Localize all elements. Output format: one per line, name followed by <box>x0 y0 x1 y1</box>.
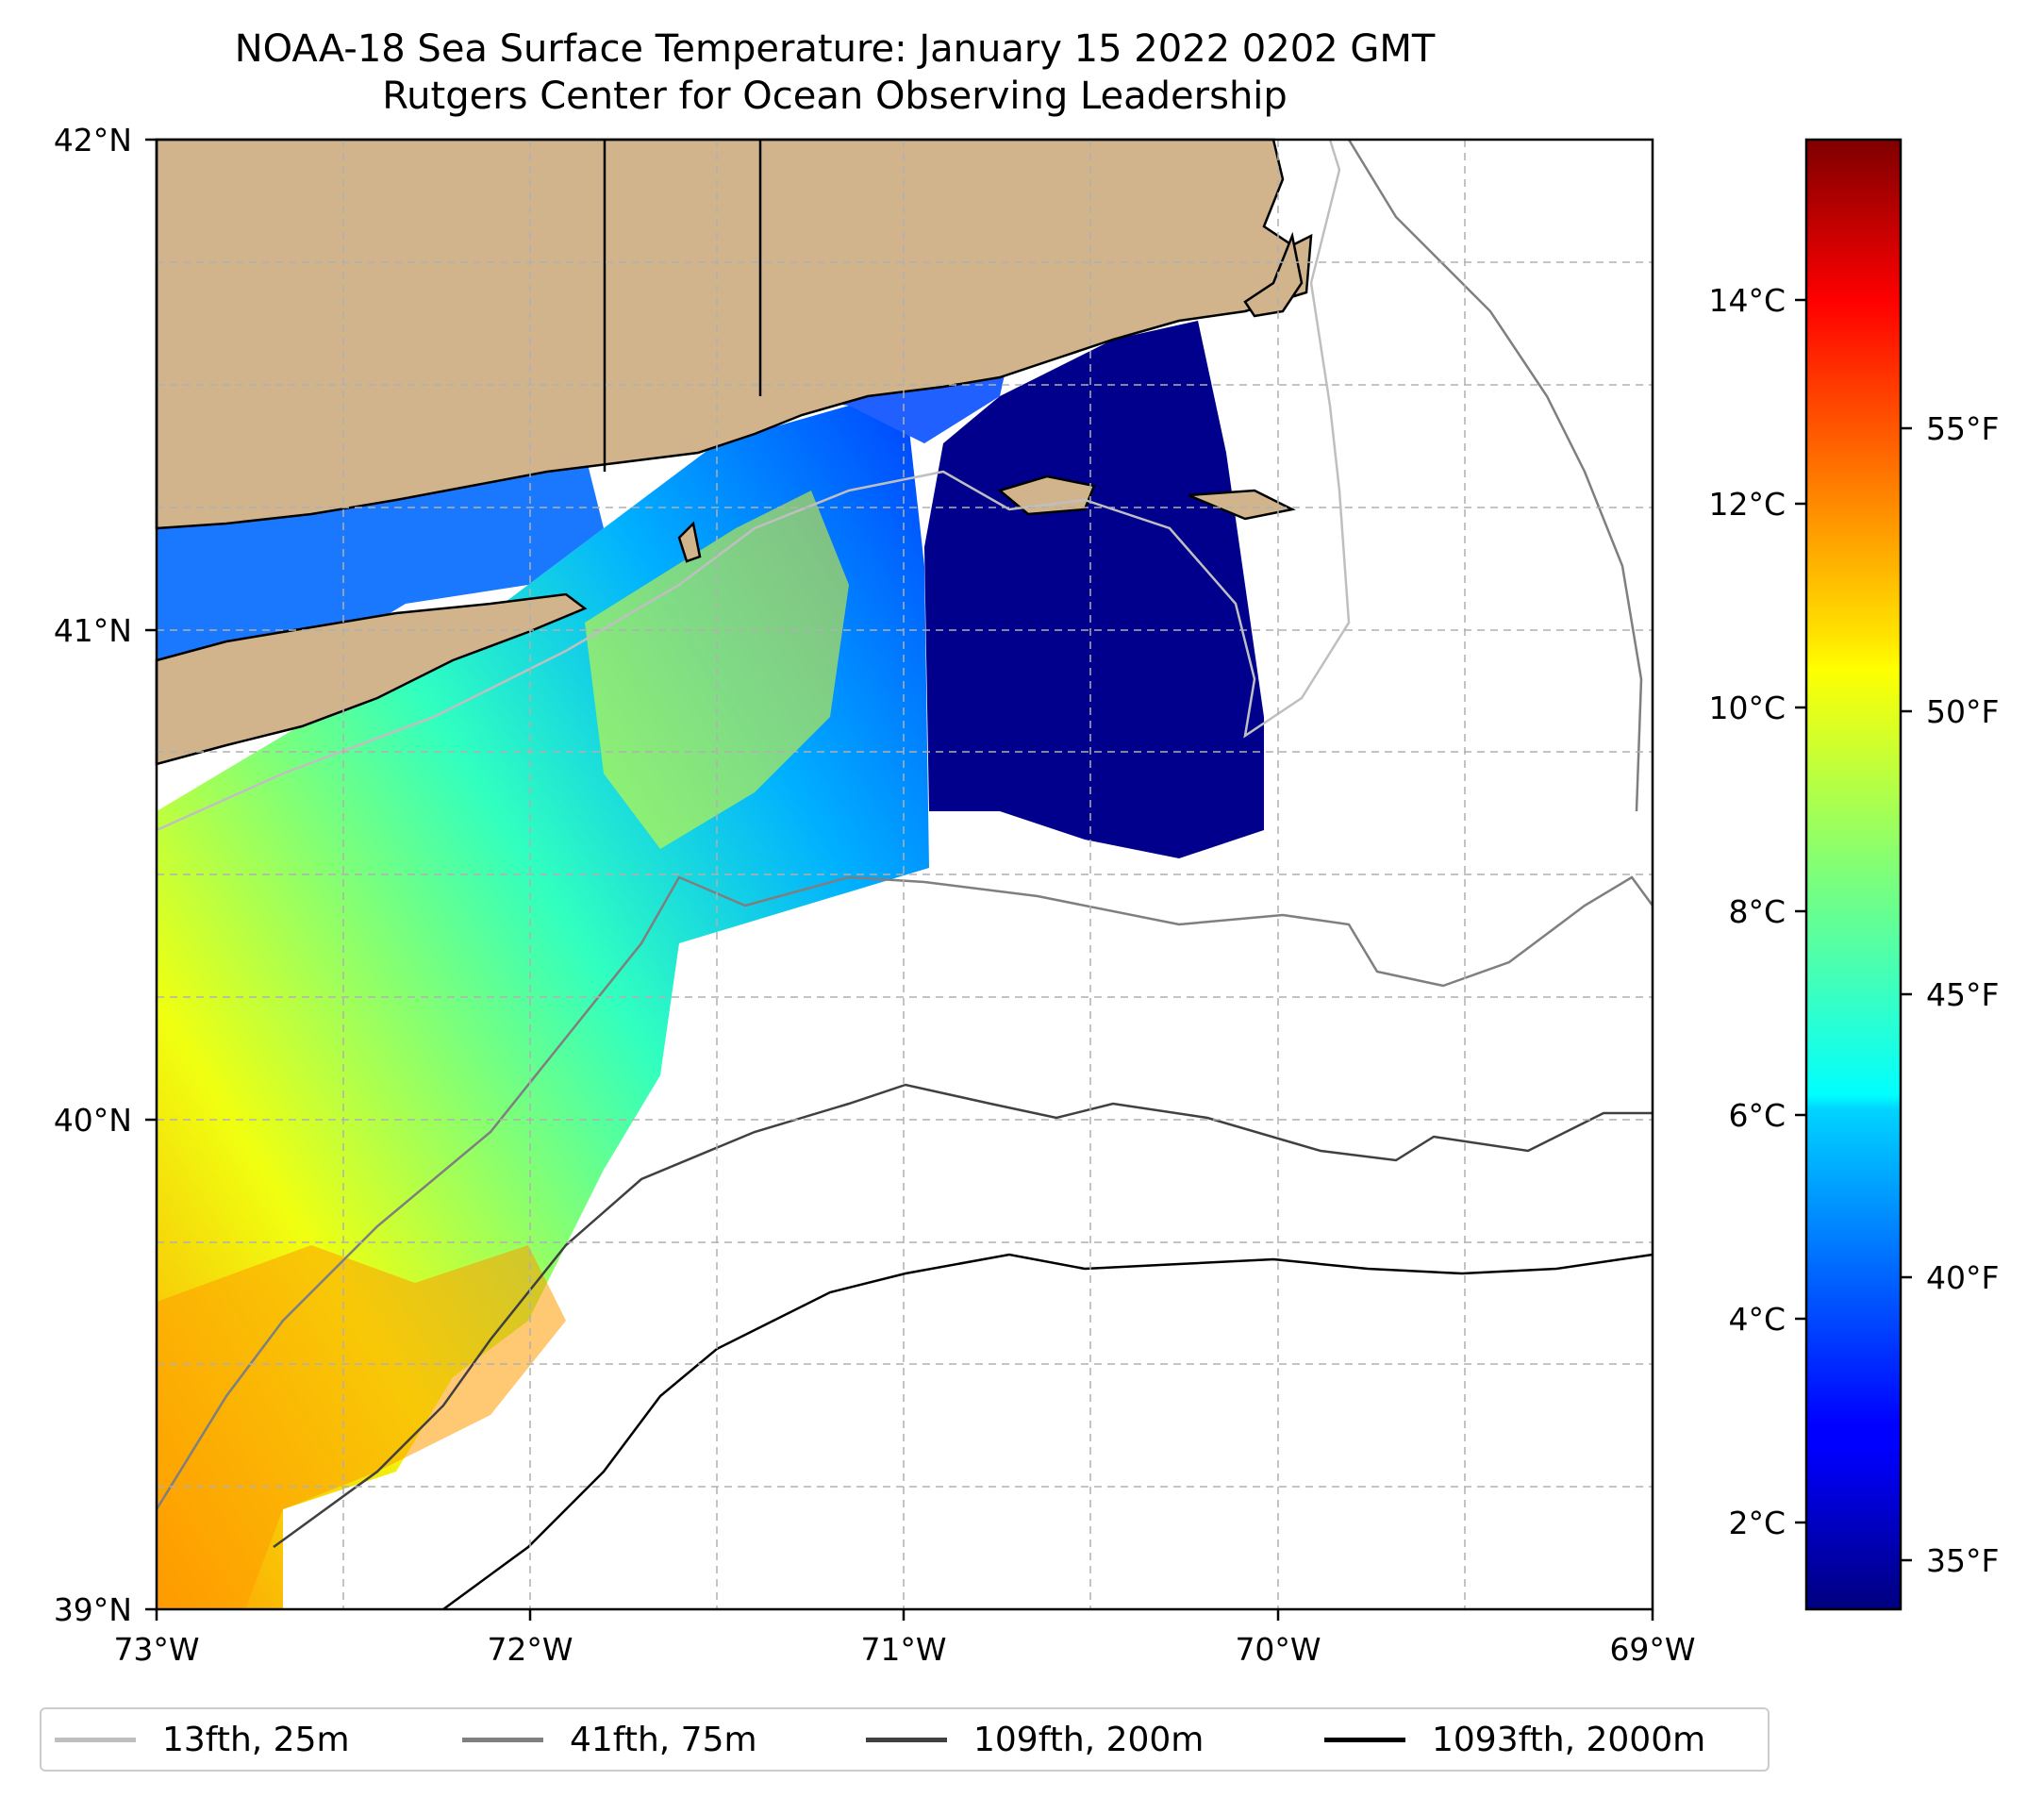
celsius-tick-label: 4°C <box>1728 1301 1786 1338</box>
contour-75m-east <box>1347 139 1643 812</box>
lon-tick-label: 71°W <box>860 1631 946 1668</box>
lat-tick-label: 39°N <box>54 1591 132 1628</box>
legend-label: 13fth, 25m <box>162 1720 350 1759</box>
lon-tick-label: 70°W <box>1235 1631 1321 1668</box>
legend-item: 13fth, 25m <box>55 1709 350 1770</box>
legend-line-75m <box>462 1737 543 1742</box>
lat-tick-label: 40°N <box>54 1102 132 1139</box>
fahrenheit-tick-label: 40°F <box>1926 1259 1999 1296</box>
map-subtitle: Rutgers Center for Ocean Observing Leade… <box>382 75 1288 118</box>
colorbar: 2°C 4°C 6°C 8°C 10°C 12°C 14°C 35°F 40°F… <box>1708 138 1999 1611</box>
legend-label: 109fth, 200m <box>973 1720 1205 1759</box>
state-boundaries <box>603 140 762 472</box>
lat-tick-label: 42°N <box>54 122 132 158</box>
gridlines <box>157 140 1653 1609</box>
fahrenheit-tick-label: 45°F <box>1926 976 1999 1013</box>
contour-75m <box>155 875 1654 1510</box>
legend-line-200m <box>866 1737 947 1742</box>
legend-item: 109fth, 200m <box>866 1709 1204 1770</box>
legend-item: 41fth, 75m <box>462 1709 757 1770</box>
nantucket <box>1188 489 1296 521</box>
land-masses <box>155 138 1313 766</box>
celsius-tick-label: 2°C <box>1728 1505 1786 1541</box>
bathymetry-contours <box>155 139 1654 1611</box>
contour-2000m <box>442 1253 1653 1611</box>
sst-orange-patch <box>157 1245 566 1609</box>
lon-tick-label: 72°W <box>487 1631 573 1668</box>
depth-legend: 13fth, 25m 41fth, 75m 109fth, 200m 1093f… <box>40 1707 1770 1772</box>
legend-line-2000m <box>1324 1737 1405 1742</box>
contour-25m <box>156 139 1351 832</box>
fahrenheit-tick-label: 50°F <box>1926 693 1999 730</box>
fahrenheit-tick-label: 35°F <box>1926 1542 1999 1579</box>
celsius-tick-label: 8°C <box>1728 893 1786 930</box>
legend-label: 41fth, 75m <box>570 1720 757 1759</box>
celsius-tick-label: 10°C <box>1708 690 1786 726</box>
celsius-tick-label: 14°C <box>1708 282 1786 319</box>
long-island <box>155 592 588 766</box>
lat-tick-label: 41°N <box>54 612 132 649</box>
cape-cod <box>1243 231 1304 318</box>
lon-tick-label: 73°W <box>113 1631 199 1668</box>
axis-ticks <box>145 138 1654 1621</box>
marthas-vineyard <box>997 474 1096 516</box>
legend-item: 1093fth, 2000m <box>1324 1709 1705 1770</box>
colorbar-gradient <box>1804 138 1903 1611</box>
celsius-tick-label: 12°C <box>1708 486 1786 523</box>
celsius-tick-label: 6°C <box>1728 1097 1786 1134</box>
sst-cold-region <box>924 321 1264 858</box>
map-title: NOAA-18 Sea Surface Temperature: January… <box>234 27 1436 71</box>
contour-200m <box>273 1083 1653 1549</box>
block-island <box>677 521 702 563</box>
fahrenheit-tick-label: 55°F <box>1926 410 1999 447</box>
legend-label: 1093fth, 2000m <box>1432 1720 1706 1759</box>
legend-line-25m <box>55 1737 136 1742</box>
lon-tick-label: 69°W <box>1609 1631 1695 1668</box>
